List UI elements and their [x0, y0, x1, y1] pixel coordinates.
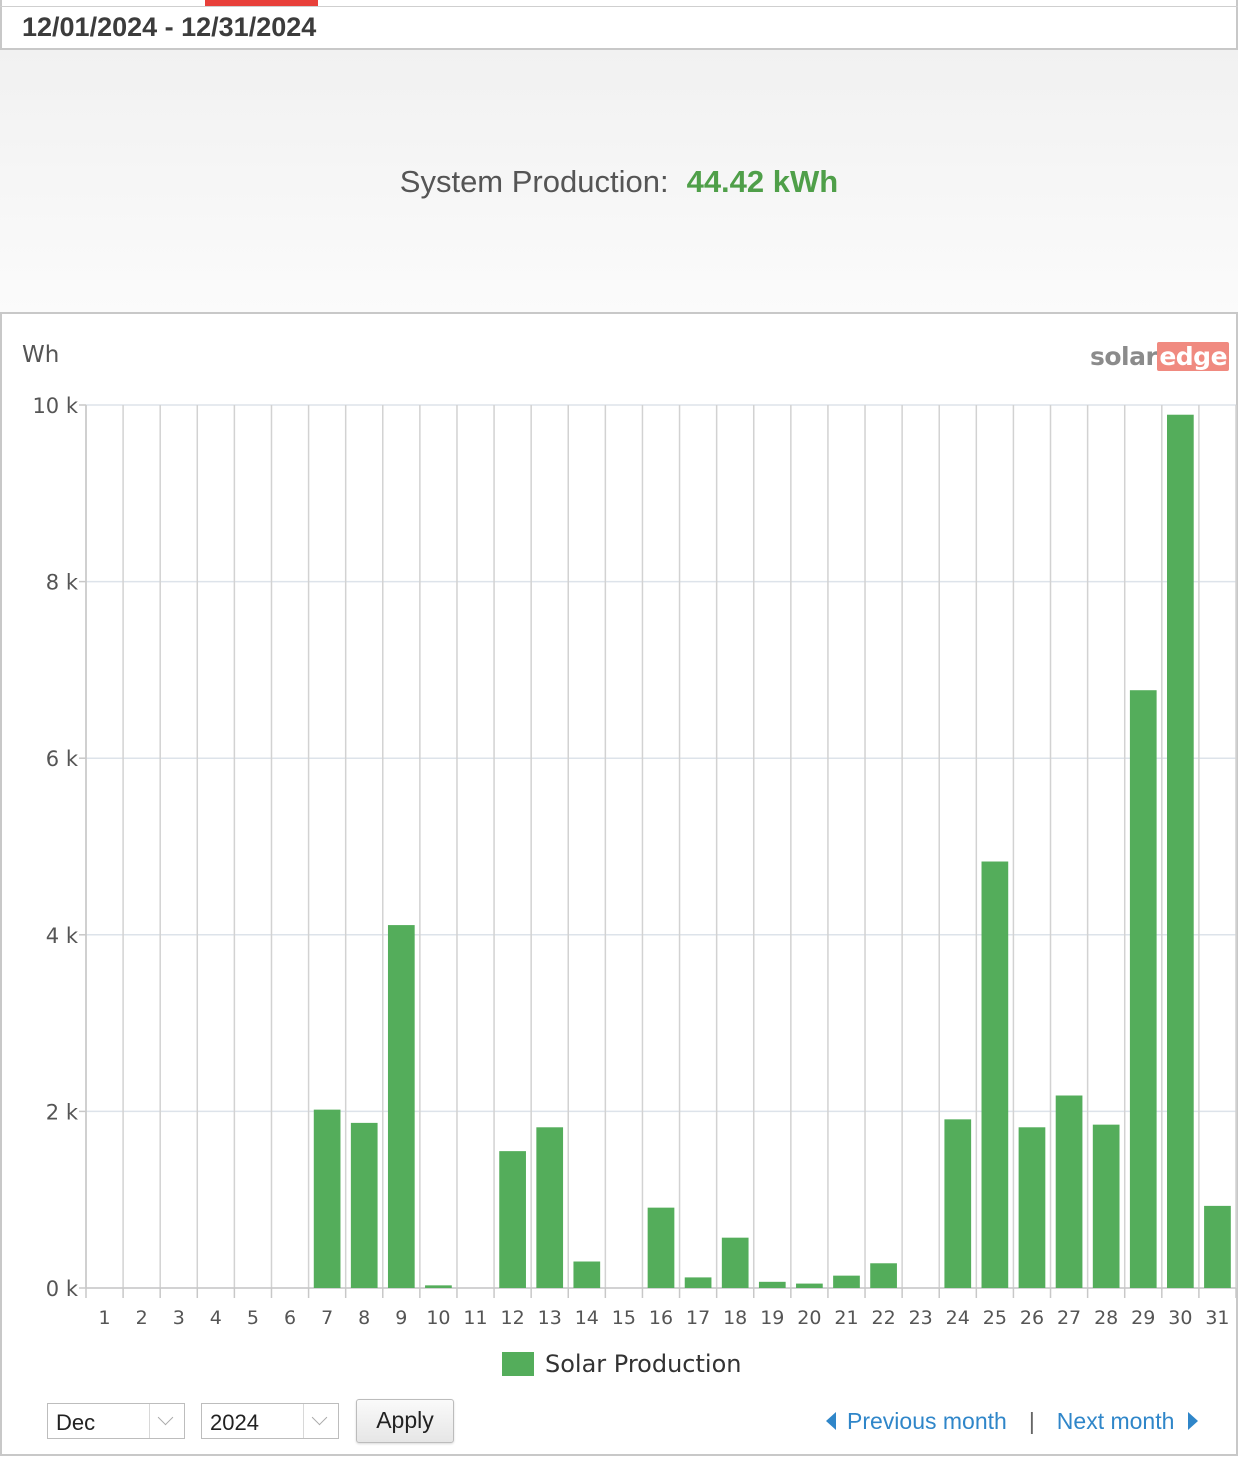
x-tick-label: 1 [99, 1307, 111, 1329]
x-tick-label: 9 [395, 1307, 407, 1329]
x-tick-label: 20 [797, 1307, 821, 1329]
date-range-title: 12/01/2024 - 12/31/2024 [22, 12, 317, 42]
x-tick-label: 27 [1057, 1307, 1081, 1329]
x-tick-label: 21 [834, 1307, 858, 1329]
top-divider [0, 6, 1238, 7]
x-tick-label: 11 [463, 1307, 487, 1329]
year-select-value: 2024 [210, 1410, 259, 1435]
bar-day-18 [721, 1237, 749, 1288]
x-tick-label: 6 [284, 1307, 296, 1329]
bar-day-12 [499, 1151, 526, 1288]
x-tick-label: 26 [1020, 1307, 1044, 1329]
x-tick-label: 23 [909, 1307, 933, 1329]
x-tick-label: 10 [426, 1307, 450, 1329]
x-tick-label: 14 [575, 1307, 599, 1329]
bar-day-26 [1018, 1127, 1046, 1288]
active-tab-indicator [205, 0, 318, 6]
x-tick-label: 24 [946, 1307, 970, 1329]
x-tick-label: 18 [723, 1307, 747, 1329]
x-tick-label: 13 [538, 1307, 562, 1329]
x-tick-label: 17 [686, 1307, 710, 1329]
bar-day-10 [425, 1285, 452, 1288]
bar-day-7 [313, 1109, 341, 1288]
system-production-value: 44.42 kWh [686, 164, 839, 199]
summary-panel: System Production: 44.42 kWh [0, 48, 1238, 314]
y-tick-label: 6 k [46, 747, 79, 771]
bar-day-22 [870, 1263, 897, 1288]
y-tick-label: 0 k [46, 1277, 79, 1301]
bar-day-13 [536, 1127, 564, 1288]
bar-day-27 [1055, 1095, 1083, 1288]
x-tick-label: 25 [983, 1307, 1007, 1329]
x-tick-label: 15 [612, 1307, 636, 1329]
nav-separator: | [1028, 1407, 1035, 1434]
previous-month-link[interactable]: Previous month [847, 1407, 1007, 1434]
x-tick-label: 2 [136, 1307, 148, 1329]
system-production-label: System Production: [399, 164, 669, 199]
x-tick-label: 29 [1131, 1307, 1155, 1329]
x-tick-label: 30 [1168, 1307, 1192, 1329]
bar-day-20 [796, 1283, 823, 1288]
bar-day-21 [833, 1275, 860, 1288]
x-tick-label: 8 [358, 1307, 370, 1329]
x-tick-label: 19 [760, 1307, 784, 1329]
bar-day-9 [387, 925, 415, 1288]
bar-day-25 [981, 861, 1009, 1288]
bar-day-17 [684, 1277, 712, 1288]
x-tick-label: 12 [501, 1307, 525, 1329]
year-select[interactable]: 2024 [201, 1403, 339, 1439]
bar-day-29 [1129, 690, 1157, 1288]
bar-chart-svg: 0 k2 k4 k6 k8 k10 k1 2 3 4 5 6 7 8 9 10 11 12 13 14 15… [32, 394, 1237, 1329]
system-production-line: System Production: 44.42 kWh [0, 164, 1238, 200]
bar-day-8 [350, 1122, 378, 1288]
x-tick-label: 28 [1094, 1307, 1118, 1329]
bar-day-30 [1167, 414, 1194, 1288]
caret-right-icon [1188, 1412, 1199, 1430]
next-month-link[interactable]: Next month [1056, 1407, 1175, 1434]
x-tick-label: 4 [210, 1307, 222, 1329]
y-tick-label: 4 k [46, 924, 79, 948]
legend-label: Solar Production [545, 1350, 742, 1378]
bar-day-14 [573, 1261, 601, 1288]
y-tick-label: 8 k [46, 571, 79, 595]
apply-button[interactable]: Apply [356, 1399, 454, 1443]
month-select-value: Dec [56, 1410, 96, 1435]
x-tick-label: 16 [649, 1307, 673, 1329]
y-axis-unit-label: Wh [22, 342, 60, 368]
x-tick-label: 3 [173, 1307, 185, 1329]
y-tick-label: 10 k [32, 394, 78, 418]
caret-left-icon [826, 1412, 836, 1430]
x-tick-label: 22 [871, 1307, 895, 1329]
bar-day-16 [647, 1207, 675, 1288]
solaredge-logo: solaredge [1090, 342, 1230, 371]
chart-legend[interactable]: Solar Production [502, 1349, 741, 1379]
month-select[interactable]: Dec [47, 1403, 185, 1439]
x-tick-label: 5 [247, 1307, 259, 1329]
bar-day-24 [944, 1119, 972, 1288]
chevron-down-icon [149, 1404, 184, 1438]
x-tick-label: 31 [1205, 1307, 1229, 1329]
legend-swatch [502, 1352, 534, 1376]
x-tick-label: 7 [321, 1307, 333, 1329]
chevron-down-icon [303, 1404, 338, 1438]
bar-day-28 [1092, 1124, 1120, 1288]
y-tick-label: 2 k [46, 1100, 79, 1124]
bar-day-19 [758, 1281, 786, 1288]
bar-day-31 [1204, 1205, 1231, 1288]
month-navigation: Previous month | Next month [826, 1405, 1199, 1437]
